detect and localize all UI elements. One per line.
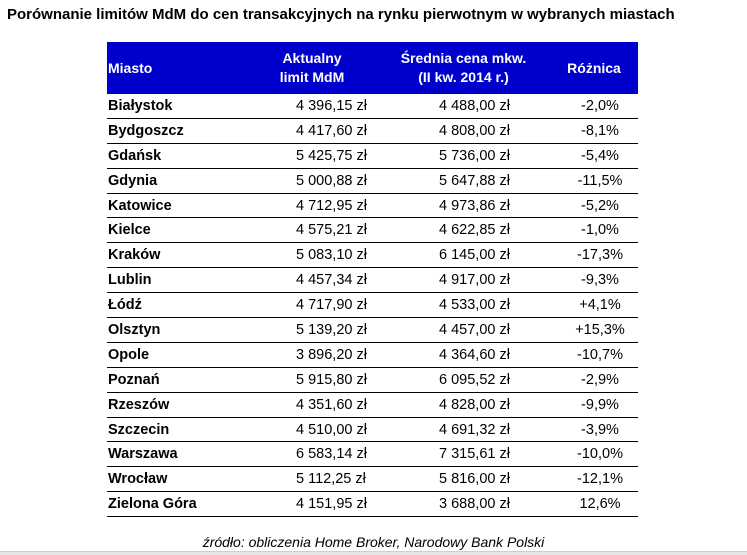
header-price: Średnia cena mkw. (II kw. 2014 r.): [400, 50, 527, 85]
table-row: Gdańsk 5 425,75 zł 5 736,00 zł -5,4%: [107, 144, 638, 169]
table-row: Zielona Góra 4 151,95 zł 3 688,00 zł 12,6%: [107, 492, 638, 518]
cell-city: Poznań: [108, 371, 160, 388]
cell-diff: +15,3%: [575, 321, 625, 338]
cell-city: Bydgoszcz: [108, 122, 184, 139]
mdm-limits-table: Miasto Aktualny limit MdM Średnia cena m…: [107, 42, 638, 518]
cell-limit: 4 510,00 zł: [296, 421, 367, 438]
cell-price: 7 315,61 zł: [439, 446, 510, 463]
table-row: Opole 3 896,20 zł 4 364,60 zł -10,7%: [107, 343, 638, 368]
cell-price: 4 533,00 zł: [439, 297, 510, 314]
cell-diff: 12,6%: [579, 496, 621, 513]
cell-price: 4 364,60 zł: [439, 346, 510, 363]
table-row: Łódź 4 717,90 zł 4 533,00 zł +4,1%: [107, 293, 638, 319]
cell-price: 5 736,00 zł: [439, 147, 510, 164]
cell-city: Opole: [108, 346, 150, 363]
cell-diff: -17,3%: [577, 247, 623, 264]
cell-limit: 4 575,21 zł: [296, 222, 367, 239]
cell-city: Warszawa: [108, 446, 178, 463]
cell-limit: 4 396,15 zł: [296, 97, 367, 114]
cell-price: 5 816,00 zł: [439, 471, 510, 488]
table-row: Katowice 4 712,95 zł 4 973,86 zł -5,2%: [107, 194, 638, 219]
cell-price: 4 622,85 zł: [439, 222, 510, 239]
table-row: Wrocław 5 112,25 zł 5 816,00 zł -12,1%: [107, 467, 638, 493]
cell-limit: 3 896,20 zł: [296, 346, 367, 363]
table-row: Szczecin 4 510,00 zł 4 691,32 zł -3,9%: [107, 418, 638, 443]
cell-diff: -2,0%: [581, 97, 619, 114]
table-row: Kraków 5 083,10 zł 6 145,00 zł -17,3%: [107, 243, 638, 269]
cell-limit: 5 000,88 zł: [296, 172, 367, 189]
cell-city: Kraków: [108, 247, 161, 264]
page-title: Porównanie limitów MdM do cen transakcyj…: [7, 6, 675, 23]
source-note: źródło: obliczenia Home Broker, Narodowy…: [202, 534, 545, 550]
cell-diff: -9,9%: [581, 396, 619, 413]
cell-diff: -9,3%: [581, 272, 619, 289]
cell-price: 6 095,52 zł: [439, 371, 510, 388]
cell-price: 4 973,86 zł: [439, 197, 510, 214]
table-row: Olsztyn 5 139,20 zł 4 457,00 zł +15,3%: [107, 318, 638, 343]
table-row: Rzeszów 4 351,60 zł 4 828,00 zł -9,9%: [107, 393, 638, 418]
table-row: Warszawa 6 583,14 zł 7 315,61 zł -10,0%: [107, 442, 638, 468]
table-row: Poznań 5 915,80 zł 6 095,52 zł -2,9%: [107, 368, 638, 393]
cell-price: 3 688,00 zł: [439, 496, 510, 513]
cell-limit: 5 139,20 zł: [296, 321, 367, 338]
cell-city: Wrocław: [108, 471, 168, 488]
cell-limit: 5 112,25 zł: [296, 471, 366, 488]
cell-city: Szczecin: [108, 421, 170, 438]
cell-diff: -12,1%: [577, 471, 623, 488]
cell-limit: 5 915,80 zł: [296, 371, 367, 388]
cell-diff: -5,4%: [581, 147, 619, 164]
cell-limit: 4 717,90 zł: [296, 297, 367, 314]
cell-city: Kielce: [108, 222, 151, 239]
cell-city: Olsztyn: [108, 321, 161, 338]
table-row: Białystok 4 396,15 zł 4 488,00 zł -2,0%: [107, 94, 638, 119]
cell-limit: 4 457,34 zł: [296, 272, 367, 289]
cell-diff: -1,0%: [581, 222, 619, 239]
window-bottom-edge: [0, 551, 747, 555]
header-limit: Aktualny limit MdM: [279, 50, 345, 85]
cell-city: Łódź: [108, 297, 142, 314]
cell-price: 6 145,00 zł: [439, 247, 510, 264]
cell-price: 4 488,00 zł: [439, 97, 510, 114]
cell-diff: -10,7%: [577, 346, 623, 363]
cell-diff: +4,1%: [579, 297, 621, 314]
table-row: Kielce 4 575,21 zł 4 622,85 zł -1,0%: [107, 218, 638, 244]
cell-price: 5 647,88 zł: [439, 172, 510, 189]
table-row: Gdynia 5 000,88 zł 5 647,88 zł -11,5%: [107, 169, 638, 194]
cell-limit: 4 417,60 zł: [296, 122, 367, 139]
cell-city: Białystok: [108, 97, 173, 114]
table-header: Miasto Aktualny limit MdM Średnia cena m…: [107, 42, 638, 94]
cell-limit: 5 425,75 zł: [296, 147, 367, 164]
cell-city: Katowice: [108, 197, 172, 214]
cell-diff: -2,9%: [581, 371, 619, 388]
cell-limit: 4 351,60 zł: [296, 396, 367, 413]
cell-diff: -11,5%: [577, 172, 623, 189]
cell-limit: 6 583,14 zł: [296, 446, 367, 463]
cell-price: 4 828,00 zł: [439, 396, 510, 413]
cell-price: 4 808,00 zł: [439, 122, 510, 139]
cell-limit: 5 083,10 zł: [296, 247, 367, 264]
cell-price: 4 691,32 zł: [439, 421, 510, 438]
cell-diff: -8,1%: [581, 122, 619, 139]
cell-price: 4 917,00 zł: [439, 272, 510, 289]
cell-price: 4 457,00 zł: [439, 321, 510, 338]
cell-limit: 4 151,95 zł: [296, 496, 367, 513]
cell-city: Zielona Góra: [108, 496, 197, 513]
cell-limit: 4 712,95 zł: [296, 197, 367, 214]
header-city: Miasto: [108, 59, 153, 76]
cell-diff: -3,9%: [581, 421, 619, 438]
cell-city: Lublin: [108, 272, 152, 289]
cell-city: Rzeszów: [108, 396, 170, 413]
header-diff: Różnica: [567, 59, 621, 76]
table-body: Białystok 4 396,15 zł 4 488,00 zł -2,0% Bydg…: [107, 94, 638, 518]
cell-diff: -5,2%: [581, 197, 619, 214]
cell-diff: -10,0%: [577, 446, 623, 463]
table-row: Bydgoszcz 4 417,60 zł 4 808,00 zł -8,1%: [107, 119, 638, 144]
cell-city: Gdańsk: [108, 147, 162, 164]
cell-city: Gdynia: [108, 172, 158, 189]
table-row: Lublin 4 457,34 zł 4 917,00 zł -9,3%: [107, 268, 638, 294]
